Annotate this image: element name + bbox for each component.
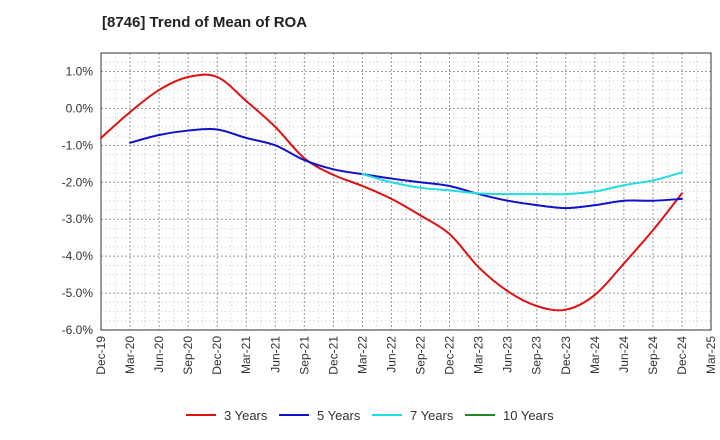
legend: 3 Years 5 Years 7 Years 10 Years: [186, 408, 554, 423]
x-tick-label: Mar-23: [472, 336, 486, 374]
series-line-3-years: [100, 73, 683, 312]
x-axis: Dec-19 Mar-20 Jun-20 Sep-20 Dec-20 Mar-21 Jun-…: [94, 336, 718, 375]
y-tick-label: -5.0%: [62, 286, 94, 300]
x-tick-label: Jun-23: [501, 336, 515, 373]
x-tick-label: Dec-22: [443, 336, 457, 375]
x-tick-label: Mar-25: [704, 336, 718, 374]
plot-border: [100, 52, 712, 331]
series-line-5-years: [129, 127, 683, 210]
x-tick-label: Mar-21: [239, 336, 253, 374]
x-tick-label: Dec-20: [210, 336, 224, 375]
y-tick-label: 0.0%: [66, 101, 94, 115]
x-tick-label: Mar-24: [588, 336, 602, 374]
x-tick-label: Mar-20: [123, 336, 137, 374]
x-tick-label: Dec-19: [94, 336, 108, 375]
x-tick-label: Sep-20: [181, 336, 195, 375]
y-tick-label: -4.0%: [62, 249, 94, 263]
x-tick-label: Sep-23: [530, 336, 544, 375]
x-tick-label: Dec-23: [559, 336, 573, 375]
y-tick-label: 1.0%: [66, 64, 94, 78]
chart-title: [8746] Trend of Mean of ROA: [102, 14, 308, 31]
x-tick-label: Sep-22: [414, 336, 428, 375]
y-axis: 1.0% 0.0% -1.0% -2.0% -3.0% -4.0% -5.0% -6.0%: [62, 64, 94, 337]
y-tick-label: -3.0%: [62, 212, 94, 226]
legend-label-10-years: 10 Years: [503, 408, 554, 423]
legend-label-7-years: 7 Years: [410, 408, 454, 423]
x-tick-label: Jun-24: [617, 336, 631, 373]
series-line-7-years: [361, 171, 683, 196]
x-tick-label: Sep-21: [297, 336, 311, 375]
series-lines: [100, 73, 683, 312]
y-tick-label: -2.0%: [62, 175, 94, 189]
legend-label-3-years: 3 Years: [224, 408, 268, 423]
x-tick-label: Jun-20: [152, 336, 166, 373]
x-tick-label: Dec-21: [326, 336, 340, 375]
y-tick-label: -1.0%: [62, 138, 94, 152]
x-tick-label: Sep-24: [646, 336, 660, 375]
x-tick-label: Jun-22: [384, 336, 398, 373]
x-tick-label: Jun-21: [268, 336, 282, 373]
x-tick-label: Mar-22: [355, 336, 369, 374]
y-tick-label: -6.0%: [62, 323, 94, 337]
x-tick-label: Dec-24: [675, 336, 689, 375]
legend-label-5-years: 5 Years: [317, 408, 361, 423]
